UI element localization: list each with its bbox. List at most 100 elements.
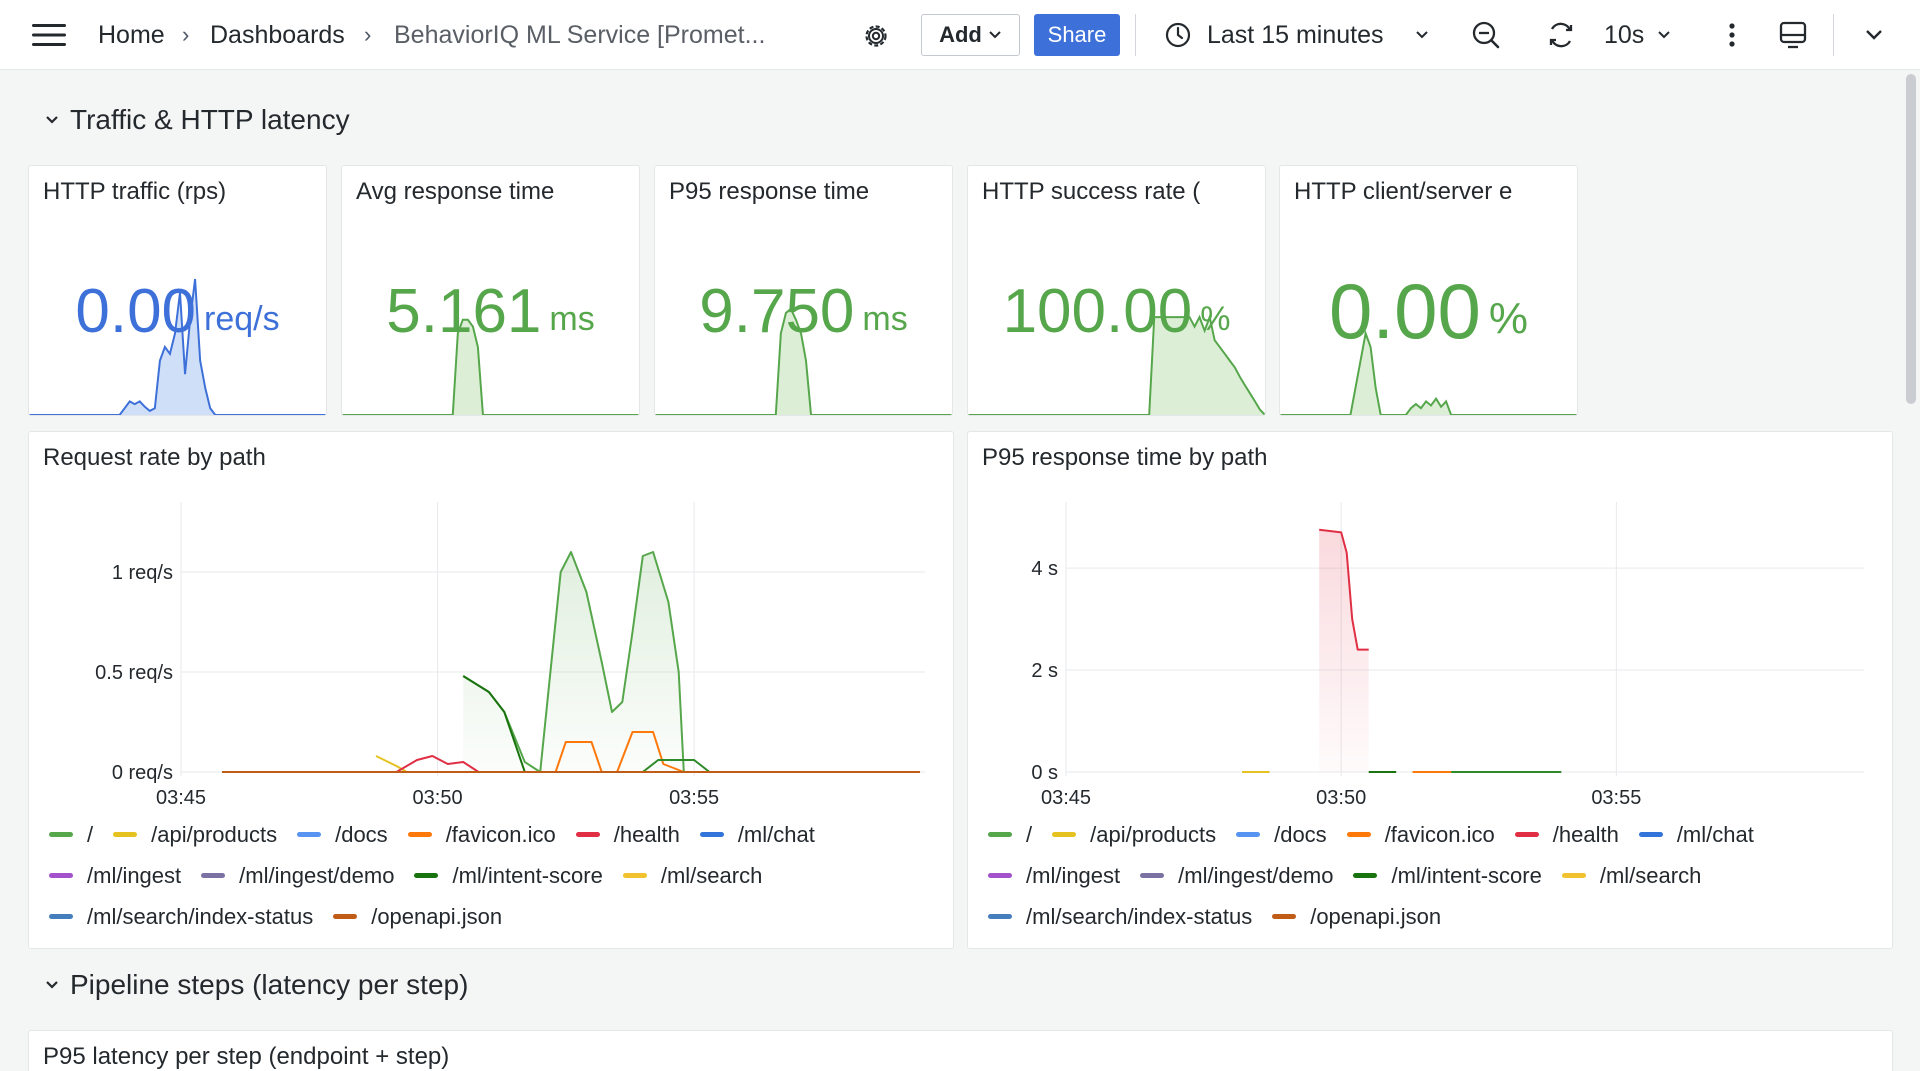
panel-title: Request rate by path [43,444,266,471]
chevron-down-icon [1415,31,1428,39]
stat-value: 0.00 req/s [29,246,326,376]
legend-label: /docs [1274,821,1327,847]
menu-icon[interactable] [30,20,68,50]
legend-swatch [1638,832,1663,837]
legend-label: /api/products [151,821,278,847]
legend-item[interactable]: /ml/chat [1638,818,1754,851]
legend-item[interactable]: /health [575,818,680,851]
legend-swatch [1353,873,1378,878]
legend-label: /ml/chat [1676,821,1754,847]
legend-item[interactable]: /ml/intent-score [414,859,603,892]
legend-label: / [1026,821,1033,847]
legend-item[interactable]: /docs [297,818,388,851]
row-title: Traffic & HTTP latency [70,104,350,135]
legend-item[interactable]: /openapi.json [1272,900,1441,933]
sparkline-area [655,308,952,415]
add-button[interactable]: Add [921,14,1020,56]
legend-label: /openapi.json [371,903,503,929]
stat-panel-http-client-server-errors[interactable]: HTTP client/server e 0.00 % [1279,165,1578,416]
series-area [463,552,695,772]
legend-label: /ml/intent-score [1391,862,1542,888]
sparkline-line [29,278,326,415]
legend-item[interactable]: / [49,818,93,851]
legend-item[interactable]: /ml/chat [699,818,815,851]
legend-item[interactable]: /api/products [1052,818,1216,851]
legend-item[interactable]: /ml/ingest/demo [201,859,394,892]
page-scrollbar[interactable] [1906,74,1916,404]
legend-item[interactable]: /openapi.json [333,900,502,933]
sparkline-line [655,307,952,415]
y-tick-label: 4 s [1031,558,1058,580]
stat-number: 0.00 [1329,266,1481,355]
refresh-interval-picker[interactable]: 10s [1604,16,1672,54]
legend-item[interactable]: /ml/ingest [988,859,1120,892]
legend-swatch [1561,873,1586,878]
y-tick-label: 2 s [1031,660,1058,682]
row-traffic-http-latency[interactable]: Traffic & HTTP latency [44,104,350,136]
legend-item[interactable]: / [988,818,1032,851]
legend-item[interactable]: /favicon.ico [407,818,556,851]
gear-icon[interactable] [860,20,892,52]
legend-item[interactable]: /ml/ingest [49,859,181,892]
share-button[interactable]: Share [1034,14,1120,56]
sparkline [1280,329,1577,415]
stat-value: 5.161 ms [342,246,639,376]
legend-item[interactable]: /ml/search [622,859,762,892]
legend-item[interactable]: /ml/search/index-status [49,900,313,933]
panel-title: Avg response time [356,178,555,205]
legend-item[interactable]: /docs [1236,818,1327,851]
time-range-label: Last 15 minutes [1207,20,1384,49]
panel-title: HTTP success rate ( [982,178,1201,205]
tv-mode-icon[interactable] [1776,18,1812,52]
breadcrumb-home[interactable]: Home [98,20,165,49]
sparkline-line [1280,329,1577,415]
y-tick-label: 0 req/s [112,762,173,784]
breadcrumb-dashboards[interactable]: Dashboards [210,20,345,49]
legend-label: /ml/search/index-status [87,903,314,929]
row-pipeline-steps[interactable]: Pipeline steps (latency per step) [44,969,468,1001]
legend-swatch [1272,914,1297,919]
stat-panel-http-success-rate[interactable]: HTTP success rate ( 100.00 % [967,165,1266,416]
refresh-icon[interactable] [1544,18,1578,52]
stat-panel-avg-response-time[interactable]: Avg response time 5.161 ms [341,165,640,416]
timeseries-panel-p95-response-time-by-path[interactable]: P95 response time by path 0 s 2 s 4 s 03:45… [967,431,1893,949]
stat-panel-p95-response-time[interactable]: P95 response time 9.750 ms [654,165,953,416]
legend-swatch [622,873,647,878]
series-line [462,551,695,773]
panel-title: HTTP traffic (rps) [43,178,227,205]
legend-item[interactable]: /ml/search/index-status [988,900,1252,933]
chevron-down-icon [46,981,58,989]
zoom-out-icon[interactable] [1469,18,1503,52]
refresh-interval-label: 10s [1604,20,1645,49]
series-line [375,755,408,773]
stat-value: 100.00 % [968,246,1265,376]
legend-label: /ml/search/index-status [1026,903,1253,929]
legend-item[interactable]: /api/products [113,818,277,851]
stat-unit: % [1488,294,1528,343]
timeseries-panel-request-rate-by-path[interactable]: Request rate by path 0 req/s 0.5 req/s 1 r… [28,431,954,949]
more-options-icon[interactable] [1720,18,1744,52]
chevron-down-icon [989,31,1001,39]
legend-swatch [1052,832,1077,837]
stat-panel-http-traffic[interactable]: HTTP traffic (rps) 0.00 req/s [28,165,327,416]
row-title: Pipeline steps (latency per step) [70,969,469,1000]
legend-label: /health [1552,821,1619,847]
legend-swatch [699,832,724,837]
legend-item[interactable]: /favicon.ico [1346,818,1495,851]
chevron-down-icon[interactable] [1862,18,1894,52]
series-line [1319,528,1369,651]
legend-item[interactable]: /ml/intent-score [1353,859,1542,892]
legend-label: /health [613,821,680,847]
x-tick-label: 03:55 [669,787,719,809]
top-navbar: Home › Dashboards › BehaviorIQ ML Servic… [0,0,1920,70]
legend-item[interactable]: /ml/ingest/demo [1140,859,1333,892]
legend-item[interactable]: /health [1514,818,1619,851]
legend-swatch [988,873,1012,878]
legend-label: /ml/ingest [1026,862,1121,888]
legend-label: /ml/ingest/demo [239,862,395,888]
toolbar-divider [1833,14,1834,56]
legend-item[interactable]: /ml/search [1561,859,1701,892]
time-range-picker[interactable]: Last 15 minutes [1163,16,1430,54]
legend-swatch [575,832,600,837]
timeseries-panel-p95-latency-per-step[interactable]: P95 latency per step (endpoint + step) [28,1030,1893,1071]
